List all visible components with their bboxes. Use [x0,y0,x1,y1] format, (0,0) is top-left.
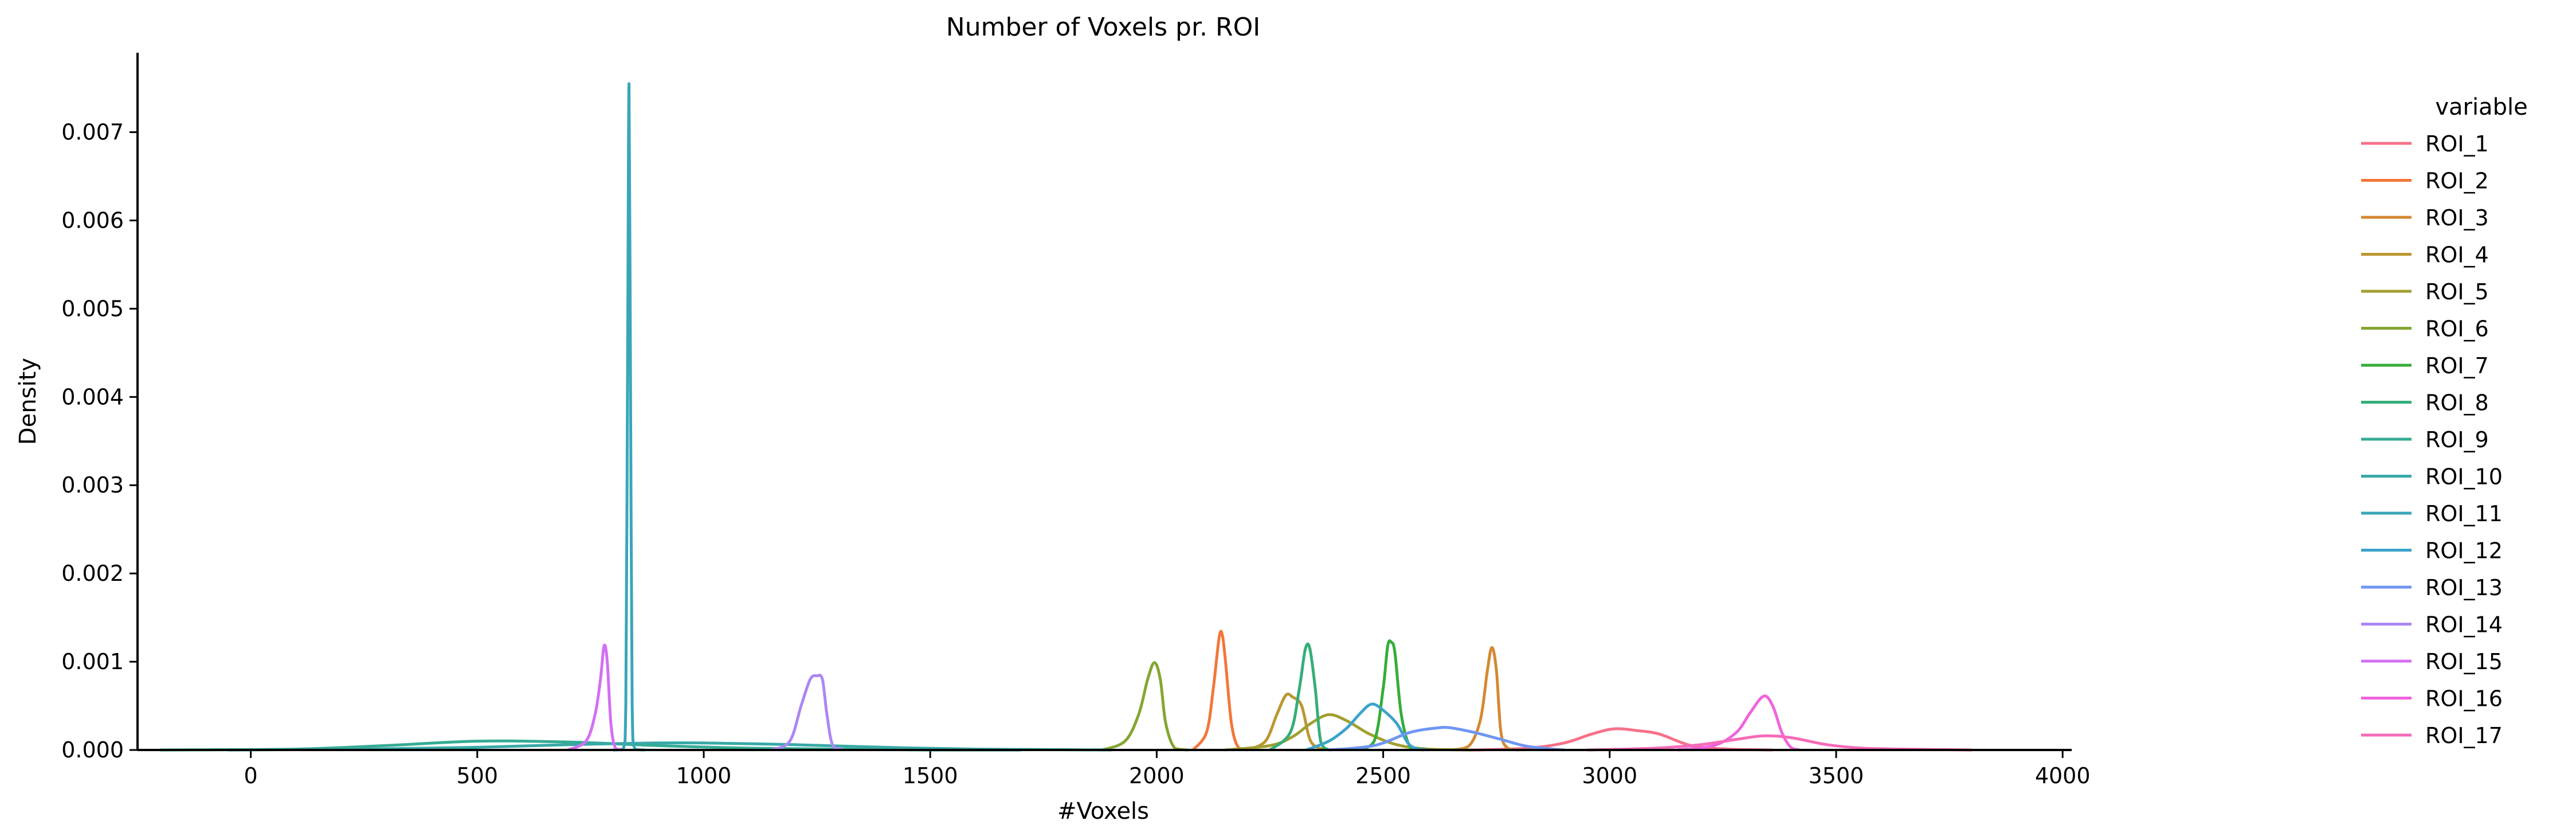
series-lines [160,82,1973,752]
legend: variable ROI_1 ROI_2 ROI_3 ROI_4 ROI_5 ROI_6 R… [2361,94,2528,748]
legend-label: ROI_9 [2425,427,2489,452]
legend-label: ROI_3 [2425,205,2489,230]
series-line-roi-8 [1269,642,1330,752]
y-tick-label: 0.003 [61,472,124,498]
x-tick-label: 1000 [676,763,732,788]
series-line-roi-3 [1450,646,1520,752]
x-axis-ticks: 0 500 1000 1500 2000 2500 3000 3500 4000 [244,750,2091,788]
y-axis-ticks: 0.000 0.001 0.002 0.003 0.004 0.005 0.006 0.007 [61,120,138,763]
legend-label: ROI_8 [2425,390,2489,416]
series-line-roi-15 [567,643,623,752]
y-tick-label: 0.004 [61,384,124,409]
legend-label: ROI_5 [2425,279,2489,304]
legend-label: ROI_7 [2425,353,2489,378]
series-line-roi-10 [228,741,1112,752]
legend-label: ROI_10 [2425,464,2503,490]
x-tick-label: 3500 [1809,763,1864,788]
y-tick-label: 0.006 [61,208,124,233]
legend-label: ROI_17 [2425,723,2503,748]
series-line-roi-13 [1328,726,1565,752]
series-line-roi-11 [613,82,645,752]
x-axis-label: #Voxels [1057,798,1149,825]
legend-title: variable [2435,94,2527,120]
x-tick-label: 500 [457,763,499,788]
x-tick-label: 3000 [1582,763,1637,788]
x-tick-label: 1500 [903,763,958,788]
legend-label: ROI_15 [2425,649,2503,674]
y-tick-label: 0.007 [61,120,124,145]
y-tick-label: 0.000 [61,737,124,763]
chart-title: Number of Voxels pr. ROI [946,13,1260,42]
legend-label: ROI_1 [2425,131,2489,157]
series-line-roi-16 [1677,694,1801,752]
y-axis-label: Density [15,358,41,445]
legend-label: ROI_16 [2425,686,2503,712]
series-line-roi-4 [1246,692,1326,752]
y-tick-label: 0.002 [61,561,124,586]
series-line-roi-12 [1305,702,1429,752]
legend-label: ROI_4 [2425,243,2489,268]
x-tick-label: 2500 [1355,763,1411,788]
x-tick-label: 4000 [2035,763,2091,788]
legend-label: ROI_11 [2425,501,2503,526]
legend-label: ROI_2 [2425,169,2489,194]
x-tick-label: 0 [244,763,258,788]
legend-label: ROI_13 [2425,575,2503,600]
y-tick-label: 0.005 [61,296,124,321]
legend-label: ROI_6 [2425,317,2489,342]
series-line-roi-2 [1191,630,1248,752]
y-tick-label: 0.001 [61,649,124,674]
x-tick-label: 2000 [1129,763,1185,788]
legend-label: ROI_14 [2425,612,2503,638]
series-line-roi-14 [771,674,845,752]
series-line-roi-7 [1355,639,1425,752]
series-line-roi-6 [1101,661,1189,752]
legend-label: ROI_12 [2425,538,2503,564]
series-line-roi-17 [1587,734,1973,752]
